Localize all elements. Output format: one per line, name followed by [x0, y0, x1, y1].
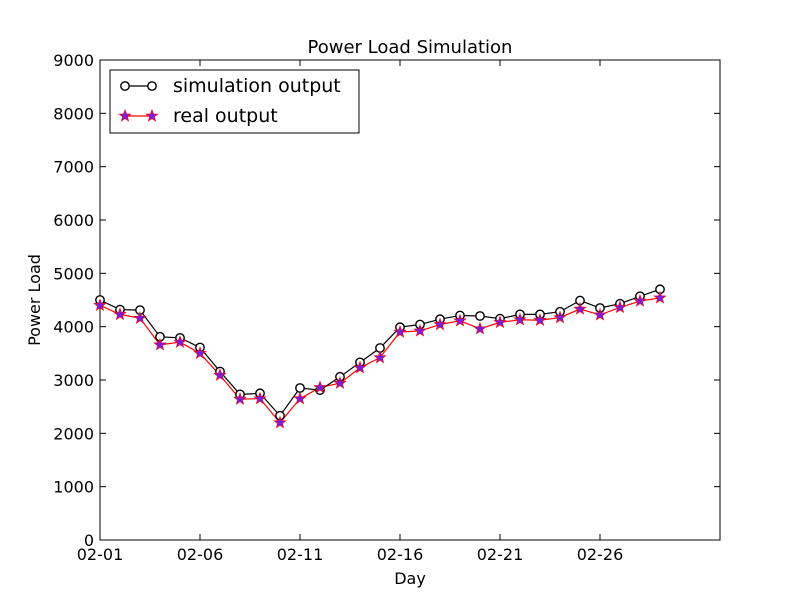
point-real-output — [133, 311, 147, 324]
y-tick-label: 3000 — [53, 371, 94, 390]
x-tick-label: 02-21 — [477, 545, 524, 564]
legend-marker-simulation-output-end — [147, 81, 157, 91]
y-tick-label: 2000 — [53, 424, 94, 443]
plot-frame — [99, 59, 721, 541]
y-axis-label: Power Load — [25, 254, 44, 346]
point-real-output — [273, 415, 287, 429]
point-real-output — [533, 313, 547, 326]
y-tick-label: 5000 — [53, 264, 94, 283]
point-real-output — [233, 392, 247, 405]
y-tick-label: 8000 — [53, 104, 94, 123]
point-real-output — [653, 290, 667, 304]
y-tick-label: 7000 — [53, 158, 94, 177]
point-real-output — [493, 315, 507, 329]
point-real-output — [293, 391, 307, 405]
point-simulation-output — [475, 311, 485, 321]
point-real-output — [473, 321, 487, 335]
point-real-output — [153, 337, 167, 351]
x-tick-label: 02-06 — [177, 545, 224, 564]
point-simulation-output — [295, 383, 305, 393]
legend: simulation output real output — [109, 69, 360, 134]
x-tick-label: 02-16 — [377, 545, 424, 564]
point-real-output — [413, 323, 427, 337]
y-tick-label: 0 — [84, 531, 94, 550]
legend-label-simulation-output: simulation output — [173, 75, 341, 97]
point-real-output — [113, 307, 127, 321]
point-real-output — [333, 376, 347, 389]
plot-area — [99, 59, 721, 541]
data-series — [93, 284, 667, 429]
x-tick-label: 02-01 — [77, 545, 124, 564]
point-real-output — [393, 324, 407, 338]
y-tick-label: 6000 — [53, 211, 94, 230]
point-real-output — [613, 300, 627, 314]
point-real-output — [353, 360, 367, 374]
point-real-output — [513, 312, 527, 326]
y-tick-label: 1000 — [53, 478, 94, 497]
point-real-output — [633, 294, 647, 307]
point-real-output — [373, 350, 387, 364]
axis-ticks: 0 1000 2000 3000 4000 5000 6000 7000 8000 9000 02-… — [53, 51, 720, 564]
legend-marker-simulation-output — [120, 81, 130, 91]
legend-box — [109, 69, 360, 134]
y-tick-label: 4000 — [53, 318, 94, 337]
point-real-output — [213, 368, 227, 381]
x-axis-label: Day — [394, 569, 426, 588]
legend-star-icon — [118, 108, 132, 122]
point-real-output — [433, 317, 447, 331]
legend-label-real-output: real output — [173, 105, 278, 127]
x-tick-label: 02-26 — [577, 545, 624, 564]
point-real-output — [593, 307, 607, 321]
point-real-output — [193, 346, 207, 360]
point-real-output — [313, 380, 327, 394]
legend-star-icon — [145, 108, 159, 122]
point-real-output — [553, 310, 567, 324]
y-tick-label: 9000 — [53, 51, 94, 70]
point-real-output — [453, 313, 467, 327]
x-tick-label: 02-11 — [277, 545, 324, 564]
point-real-output — [573, 302, 587, 315]
legend-marker-real-output — [118, 108, 132, 122]
chart-title: Power Load Simulation — [308, 37, 513, 58]
point-real-output — [173, 335, 187, 348]
point-real-output — [253, 391, 267, 405]
legend-marker-real-output-end — [145, 108, 159, 122]
point-real-output — [93, 298, 107, 312]
